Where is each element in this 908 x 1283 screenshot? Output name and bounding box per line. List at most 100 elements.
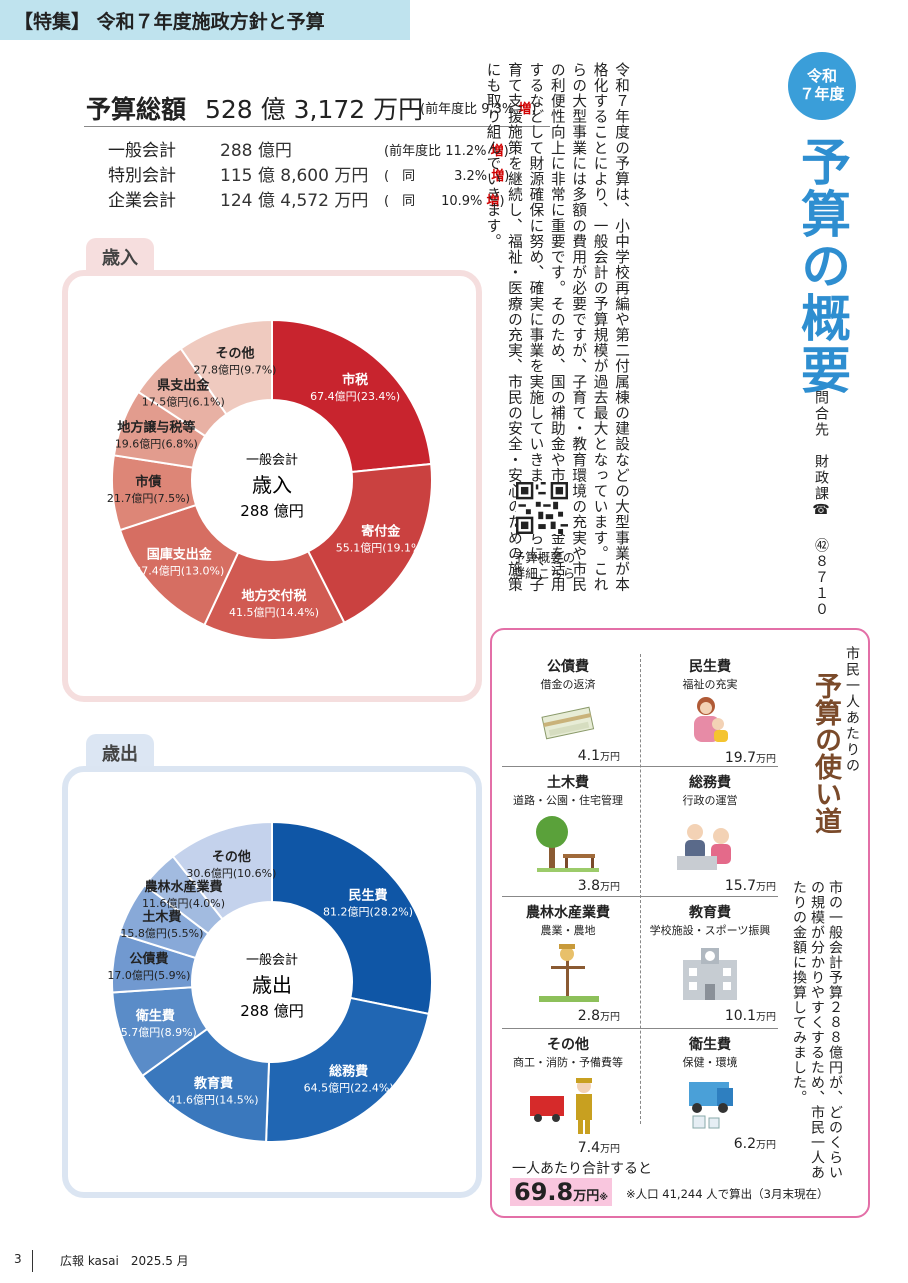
per-capita-item: 公債費 借金の返済 4.1万円 [502,656,634,764]
fiscal-year-badge: 令和 ７年度 [788,52,856,120]
revenue-slice-label: 国庫支出金 [147,546,213,562]
firefighter-icon [530,1078,592,1134]
expenditure-slice-value: 30.6億円(10.6%) [186,867,276,880]
revenue-center-mid: 歳入 [252,473,292,497]
article-body: 令和７年度の予算は、小中学校再編や第二付属棟の建設などの大型事業が本格化すること… [484,62,630,593]
expenditure-slice [271,820,433,1016]
per-capita-item: その他 商工・消防・予備費等 7.4万円 [513,1037,623,1156]
garbage-truck-icon [689,1082,733,1129]
expenditure-slice-value: 11.6億円(4.0%) [142,897,225,910]
revenue-slice-value: 41.5億円(14.4%) [229,606,319,619]
school-icon [683,948,737,1000]
grid-divider [640,654,641,1124]
revenue-slice-label: 地方譲与税等 [117,419,195,435]
grid-divider [502,1028,778,1029]
office-icon [677,824,731,870]
park-icon [536,816,599,872]
contact-info: 問合先 財政課☎ ㊷８７１０ [813,390,829,618]
revenue-slice-value: 19.6億円(6.8%) [115,437,198,450]
grid-divider [502,766,778,767]
sum-label: 一人あたり合計すると [512,1161,652,1177]
per-capita-title: 予算の使い道 [810,672,841,834]
revenue-slice-value: 17.5億円(6.1%) [142,395,225,408]
publication-info: 広報 kasai 2025.5 月 [60,1254,189,1268]
per-capita-item: 民生費 福祉の充実 19.7万円 [644,656,777,766]
expenditure-slice-value: 15.8億円(5.5%) [120,927,203,940]
account-value: 288 億円 [220,141,292,161]
budget-total-amount: 528 億 3,172 万円 [205,95,424,124]
revenue-slice-label: 寄付金 [361,524,401,540]
expenditure-tab: 歳出 [86,734,154,772]
revenue-slice-label: 県支出金 [157,377,210,393]
per-capita-item: 衛生費 保健・環境 6.2万円 [644,1034,777,1152]
revenue-slice-value: 37.4億円(13.0%) [134,564,224,577]
account-name: 企業会計 [108,191,176,211]
expenditure-slice-label: 民生費 [349,888,388,904]
expenditure-donut-chart: 民生費 81.2億円(28.2%) 総務費 64.5億円(22.4%) 教育費 41.6億… [107,820,433,1143]
revenue-slice-label: 地方交付税 [242,588,307,604]
per-capita-description: 市の一般会計予算２８８億円が、どのくらいの規模が分かりやすくするため、市民一人あ… [791,880,843,1180]
qr-code-icon[interactable] [516,482,568,534]
money-icon [541,706,595,740]
revenue-center-top: 一般会計 [246,452,298,468]
revenue-slice-value: 21.7億円(7.5%) [107,492,190,505]
revenue-slice [179,318,273,416]
expenditure-center-bot: 288 億円 [240,1002,303,1020]
account-ratio: ( 同 10.9% 増) [384,194,505,209]
per-capita-panel [490,628,870,1218]
per-capita-item: 教育費 学校施設・スポーツ振興 10.1万円 [649,905,776,1024]
expenditure-slice-label: その他 [212,849,251,865]
per-capita-subtitle: 市民一人あたりの [844,646,860,774]
expenditure-slice-value: 64.5億円(22.4%) [304,1081,394,1094]
per-capita-item: 土木費 道路・公園・住宅管理 3.8万円 [513,775,623,894]
divider [84,126,550,127]
account-ratio: ( 同 3.2% 増) [384,169,510,184]
budget-total-note: (前年度比 9.3% 増) [420,102,537,117]
section-title: 【特集】 令和７年度施政方針と予算 [14,11,325,33]
revenue-panel [62,270,482,702]
expenditure-slice-label: 農林水産業費 [145,879,223,895]
expenditure-slice-label: 公債費 [129,951,168,967]
per-capita-item: 総務費 行政の運営 15.7万円 [644,772,776,894]
revenue-tab: 歳入 [86,238,154,276]
section-header: 【特集】 令和７年度施政方針と予算 [0,0,410,40]
expenditure-slice-label: 土木費 [142,909,181,925]
per-capita-item: 農林水産業費 農業・農地 2.8万円 [526,905,620,1024]
expenditure-slice-label: 教育費 [193,1075,233,1091]
expenditure-slice-label: 総務費 [329,1063,368,1079]
expenditure-center-top: 一般会計 [246,952,298,968]
expenditure-slice-value: 81.2億円(28.2%) [323,906,413,919]
account-ratio: (前年度比 11.2% 増) [384,144,509,159]
population-note: ※人口 41,244 人で算出（3月末現在） [626,1187,829,1201]
revenue-slice-value: 67.4億円(23.4%) [310,390,400,403]
expenditure-slice [265,996,430,1143]
revenue-slice-value: 27.8億円(9.7%) [193,364,276,377]
sum-value: 69.8万円※ [510,1178,612,1206]
revenue-slice-value: 55.1億円(19.1%) [336,542,426,555]
account-value: 124 億 4,572 万円 [220,191,369,211]
revenue-slice-label: その他 [215,346,254,362]
revenue-center-bot: 288 億円 [240,502,303,520]
article-title: 予算の概要 [793,136,851,396]
expenditure-slice-value: 41.6億円(14.5%) [169,1093,259,1106]
account-name: 一般会計 [108,141,176,161]
expenditure-center-mid: 歳出 [252,973,292,997]
revenue-slice-label: 市税 [342,372,368,388]
expenditure-slice [171,820,273,921]
expenditure-slice-value: 25.7億円(8.9%) [114,1026,197,1039]
grid-divider [502,896,778,897]
qr-caption: 予算概要の 詳細こちら [512,550,576,581]
page-number: 3 [14,1252,22,1266]
scarecrow-icon [539,944,599,1002]
revenue-slice [271,318,433,474]
revenue-slice-label: 市債 [135,474,161,490]
revenue-slice [306,462,433,625]
expenditure-panel [62,766,482,1198]
divider [32,1250,33,1272]
family-icon [694,697,728,742]
account-name: 特別会計 [108,166,176,186]
revenue-donut-chart: 市税 67.4億円(23.4%) 寄付金 55.1億円(19.1%) 地方交付税 41.5… [107,318,433,641]
account-value: 115 億 8,600 万円 [220,166,369,186]
budget-total-title: 予算総額 [86,95,187,124]
expenditure-slice-label: 衛生費 [135,1008,175,1024]
